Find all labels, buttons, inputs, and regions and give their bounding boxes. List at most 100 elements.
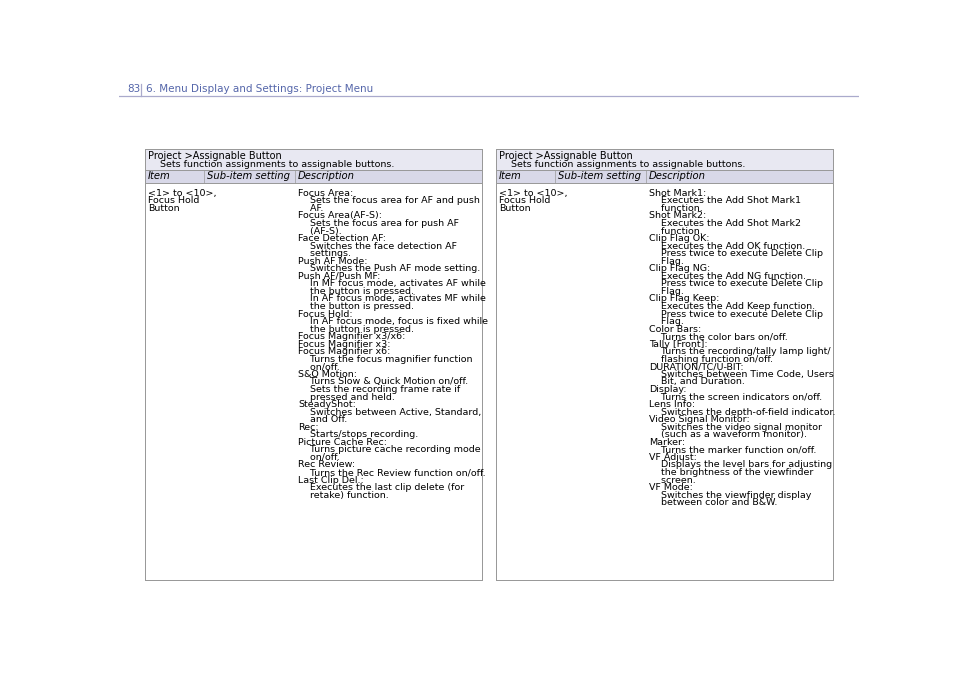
Text: Switches between Time Code, Users: Switches between Time Code, Users bbox=[648, 370, 833, 379]
Text: Project >Assignable Button: Project >Assignable Button bbox=[148, 151, 281, 161]
Text: Switches the Push AF mode setting.: Switches the Push AF mode setting. bbox=[297, 264, 479, 273]
Text: VF Mode:: VF Mode: bbox=[648, 483, 692, 492]
Text: Bit, and Duration.: Bit, and Duration. bbox=[648, 377, 744, 387]
Polygon shape bbox=[145, 170, 481, 183]
Text: Clip Flag NG:: Clip Flag NG: bbox=[648, 264, 710, 273]
Text: Shot Mark2:: Shot Mark2: bbox=[648, 211, 705, 221]
Text: Press twice to execute Delete Clip: Press twice to execute Delete Clip bbox=[648, 310, 822, 319]
Text: flashing function on/off.: flashing function on/off. bbox=[648, 355, 772, 364]
Text: Flag.: Flag. bbox=[648, 317, 683, 326]
Text: Turns the focus magnifier function: Turns the focus magnifier function bbox=[297, 355, 472, 364]
Text: <1> to <10>,: <1> to <10>, bbox=[498, 189, 567, 198]
Text: In AF focus mode, focus is fixed while: In AF focus mode, focus is fixed while bbox=[297, 317, 487, 326]
Text: Press twice to execute Delete Clip: Press twice to execute Delete Clip bbox=[648, 279, 822, 288]
Text: Display:: Display: bbox=[648, 385, 686, 394]
Text: (AF-S).: (AF-S). bbox=[297, 227, 341, 236]
Text: Press twice to execute Delete Clip: Press twice to execute Delete Clip bbox=[648, 249, 822, 258]
Text: Rec:: Rec: bbox=[297, 423, 318, 432]
Text: Flag.: Flag. bbox=[648, 256, 683, 266]
Text: Executes the Add Shot Mark2: Executes the Add Shot Mark2 bbox=[648, 219, 801, 228]
Text: Clip Flag Keep:: Clip Flag Keep: bbox=[648, 294, 719, 304]
Text: on/off.: on/off. bbox=[297, 453, 339, 462]
Polygon shape bbox=[496, 148, 832, 170]
Text: Sets function assignments to assignable buttons.: Sets function assignments to assignable … bbox=[148, 160, 394, 169]
Text: Focus Magnifier x3:: Focus Magnifier x3: bbox=[297, 340, 390, 349]
Text: Project >Assignable Button: Project >Assignable Button bbox=[498, 151, 632, 161]
Text: 6. Menu Display and Settings: Project Menu: 6. Menu Display and Settings: Project Me… bbox=[146, 84, 373, 95]
Text: Tally [Front]:: Tally [Front]: bbox=[648, 340, 707, 349]
Text: Switches between Active, Standard,: Switches between Active, Standard, bbox=[297, 408, 480, 416]
Text: retake) function.: retake) function. bbox=[297, 491, 388, 500]
Text: Switches the depth-of-field indicator.: Switches the depth-of-field indicator. bbox=[648, 408, 835, 416]
Text: Push AF Mode:: Push AF Mode: bbox=[297, 256, 367, 266]
Text: Switches the face detection AF: Switches the face detection AF bbox=[297, 242, 456, 250]
Text: pressed and held.: pressed and held. bbox=[297, 393, 395, 402]
Text: Starts/stops recording.: Starts/stops recording. bbox=[297, 430, 417, 439]
Text: Displays the level bars for adjusting: Displays the level bars for adjusting bbox=[648, 460, 831, 469]
Text: the button is pressed.: the button is pressed. bbox=[297, 287, 414, 296]
Text: between color and B&W.: between color and B&W. bbox=[648, 498, 777, 507]
Text: (such as a waveform monitor).: (such as a waveform monitor). bbox=[648, 430, 806, 439]
Text: Focus Hold: Focus Hold bbox=[148, 196, 199, 205]
Text: Turns the color bars on/off.: Turns the color bars on/off. bbox=[648, 332, 787, 341]
Text: Executes the Add NG function.: Executes the Add NG function. bbox=[648, 272, 805, 281]
Text: Lens Info:: Lens Info: bbox=[648, 400, 695, 409]
Text: DURATION/TC/U-BIT:: DURATION/TC/U-BIT: bbox=[648, 362, 743, 371]
Text: Rec Review:: Rec Review: bbox=[297, 460, 355, 469]
Polygon shape bbox=[496, 183, 832, 580]
Text: Focus Hold: Focus Hold bbox=[498, 196, 550, 205]
Text: function.: function. bbox=[648, 227, 702, 236]
Text: the button is pressed.: the button is pressed. bbox=[297, 302, 414, 311]
Text: Flag.: Flag. bbox=[648, 287, 683, 296]
Text: SteadyShot:: SteadyShot: bbox=[297, 400, 355, 409]
Text: Button: Button bbox=[498, 204, 530, 213]
Text: Switches the video signal monitor: Switches the video signal monitor bbox=[648, 423, 821, 432]
Text: Picture Cache Rec:: Picture Cache Rec: bbox=[297, 438, 387, 447]
Text: function.: function. bbox=[648, 204, 702, 213]
Text: Description: Description bbox=[648, 171, 705, 182]
Text: Executes the Add Shot Mark1: Executes the Add Shot Mark1 bbox=[648, 196, 801, 205]
Text: Sub-item setting: Sub-item setting bbox=[207, 171, 290, 182]
Text: Focus Area(AF-S):: Focus Area(AF-S): bbox=[297, 211, 381, 221]
Text: Turns the screen indicators on/off.: Turns the screen indicators on/off. bbox=[648, 393, 821, 402]
Text: Turns the marker function on/off.: Turns the marker function on/off. bbox=[648, 446, 816, 454]
Text: Turns Slow & Quick Motion on/off.: Turns Slow & Quick Motion on/off. bbox=[297, 377, 468, 387]
Text: Item: Item bbox=[498, 171, 521, 182]
Text: settings.: settings. bbox=[297, 249, 351, 258]
Text: Push AF/Push MF:: Push AF/Push MF: bbox=[297, 272, 380, 281]
Text: 83: 83 bbox=[127, 84, 140, 95]
Polygon shape bbox=[145, 183, 481, 580]
Text: Sets function assignments to assignable buttons.: Sets function assignments to assignable … bbox=[498, 160, 744, 169]
Text: Turns the Rec Review function on/off.: Turns the Rec Review function on/off. bbox=[297, 468, 485, 477]
Text: <1> to <10>,: <1> to <10>, bbox=[148, 189, 216, 198]
Text: Shot Mark1:: Shot Mark1: bbox=[648, 189, 705, 198]
Text: Clip Flag OK:: Clip Flag OK: bbox=[648, 234, 709, 243]
Text: and Off.: and Off. bbox=[297, 415, 347, 424]
Text: VF Adjust:: VF Adjust: bbox=[648, 453, 696, 462]
Text: Turns picture cache recording mode: Turns picture cache recording mode bbox=[297, 446, 480, 454]
Text: Last Clip Del.:: Last Clip Del.: bbox=[297, 476, 363, 485]
Text: Face Detection AF:: Face Detection AF: bbox=[297, 234, 386, 243]
Text: Executes the last clip delete (for: Executes the last clip delete (for bbox=[297, 483, 464, 492]
Text: Video Signal Monitor:: Video Signal Monitor: bbox=[648, 415, 749, 424]
Text: In MF focus mode, activates AF while: In MF focus mode, activates AF while bbox=[297, 279, 485, 288]
Text: Description: Description bbox=[297, 171, 355, 182]
Text: Sets the recording frame rate if: Sets the recording frame rate if bbox=[297, 385, 459, 394]
Text: the brightness of the viewfinder: the brightness of the viewfinder bbox=[648, 468, 813, 477]
Text: screen.: screen. bbox=[648, 476, 695, 485]
Polygon shape bbox=[496, 170, 832, 183]
Text: AF.: AF. bbox=[297, 204, 323, 213]
Polygon shape bbox=[145, 148, 481, 170]
Text: Color Bars:: Color Bars: bbox=[648, 325, 700, 333]
Text: Sub-item setting: Sub-item setting bbox=[558, 171, 640, 182]
Text: Focus Hold:: Focus Hold: bbox=[297, 310, 353, 319]
Text: the button is pressed.: the button is pressed. bbox=[297, 325, 414, 333]
Text: Button: Button bbox=[148, 204, 179, 213]
Text: S&Q Motion:: S&Q Motion: bbox=[297, 370, 356, 379]
Text: In AF focus mode, activates MF while: In AF focus mode, activates MF while bbox=[297, 294, 485, 304]
Text: on/off.: on/off. bbox=[297, 362, 339, 371]
Text: Marker:: Marker: bbox=[648, 438, 684, 447]
Text: Item: Item bbox=[148, 171, 171, 182]
Text: Turns the recording/tally lamp light/: Turns the recording/tally lamp light/ bbox=[648, 347, 830, 356]
Text: Focus Magnifier x3/x6:: Focus Magnifier x3/x6: bbox=[297, 332, 405, 341]
